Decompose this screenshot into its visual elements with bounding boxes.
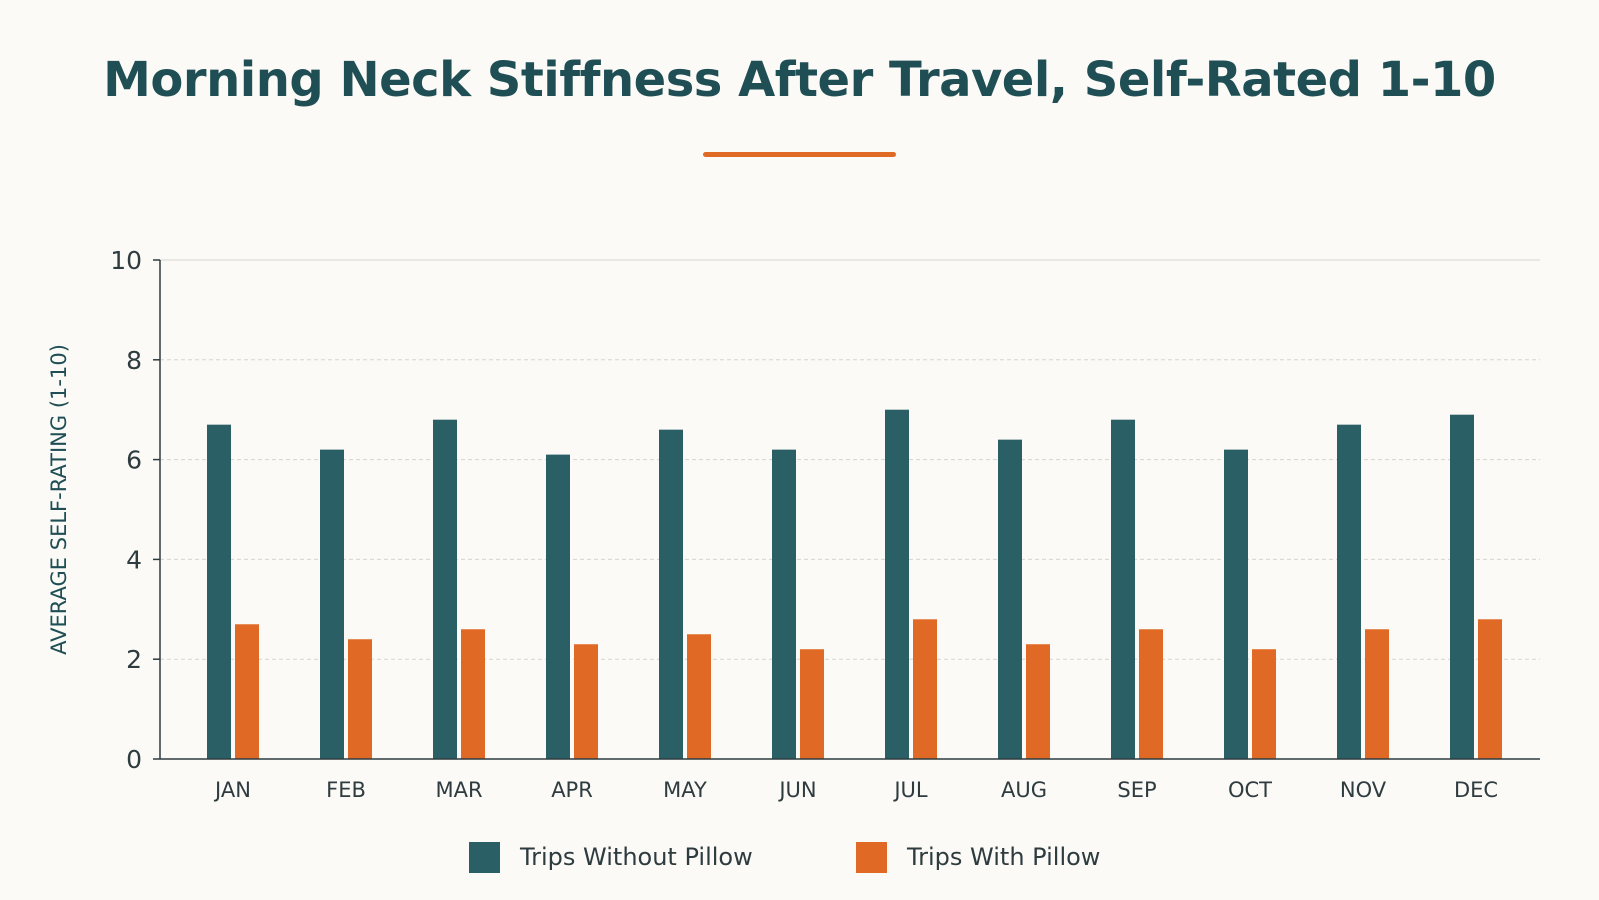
y-tick-label: 4 — [126, 545, 142, 574]
bar-with-pillow — [913, 619, 937, 759]
bar-with-pillow — [1139, 629, 1163, 759]
y-axis-title: AVERAGE SELF-RATING (1-10) — [47, 344, 71, 655]
x-tick-label: FEB — [326, 778, 366, 802]
bar-with-pillow — [574, 644, 598, 759]
bar-with-pillow — [461, 629, 485, 759]
bar-without-pillow — [433, 419, 457, 759]
x-tick-label: JUN — [777, 778, 816, 802]
legend-swatch-with-pillow — [856, 841, 887, 873]
bar-without-pillow — [546, 454, 570, 759]
bar-with-pillow — [1365, 629, 1389, 759]
bar-with-pillow — [687, 634, 711, 759]
x-tick-label: APR — [551, 778, 593, 802]
bar-without-pillow — [885, 409, 909, 759]
axes — [159, 260, 1540, 760]
y-tick-label: 2 — [126, 645, 142, 674]
legend-label-with-pillow: Trips With Pillow — [907, 843, 1101, 871]
x-tick-label: MAY — [663, 778, 707, 802]
bar-with-pillow — [348, 639, 372, 759]
bar-without-pillow — [207, 424, 231, 759]
legend-item-with-pillow: Trips With Pillow — [856, 840, 1100, 874]
y-tick-label: 10 — [110, 246, 142, 275]
bar-with-pillow — [1478, 619, 1502, 759]
bar-without-pillow — [998, 439, 1022, 759]
x-tick-label: SEP — [1117, 778, 1156, 802]
y-tick-label: 6 — [126, 446, 142, 475]
bar-without-pillow — [1450, 414, 1474, 759]
bar-without-pillow — [1111, 419, 1135, 759]
legend: Trips Without Pillow Trips With Pillow — [0, 840, 1599, 874]
bars — [207, 409, 1502, 759]
bar-with-pillow — [1252, 649, 1276, 759]
bar-without-pillow — [659, 429, 683, 759]
title-underline — [703, 152, 896, 157]
grid-lines — [160, 259, 1540, 660]
y-tick-labels: 0 2 4 6 8 10 — [110, 246, 160, 774]
legend-item-without-pillow: Trips Without Pillow — [469, 840, 753, 874]
x-tick-label: AUG — [1001, 778, 1047, 802]
bar-without-pillow — [1337, 424, 1361, 759]
bar-without-pillow — [1224, 449, 1248, 759]
legend-label-without-pillow: Trips Without Pillow — [520, 843, 753, 871]
x-tick-labels: JAN FEB MAR APR MAY JUN JUL AUG SEP OCT NOV DEC — [213, 778, 1498, 802]
y-tick-label: 0 — [126, 745, 142, 774]
x-tick-label: OCT — [1228, 778, 1272, 802]
bar-with-pillow — [1026, 644, 1050, 759]
chart-title: Morning Neck Stiffness After Travel, Sel… — [103, 52, 1496, 108]
x-tick-label: NOV — [1340, 778, 1387, 802]
legend-swatch-without-pillow — [469, 841, 500, 873]
bar-with-pillow — [235, 624, 259, 759]
x-tick-label: JUL — [892, 778, 928, 802]
x-tick-label: MAR — [435, 778, 482, 802]
bar-with-pillow — [800, 649, 824, 759]
y-tick-label: 8 — [126, 346, 142, 375]
x-tick-label: DEC — [1454, 778, 1498, 802]
bar-without-pillow — [772, 449, 796, 759]
bar-without-pillow — [320, 449, 344, 759]
x-tick-label: JAN — [213, 778, 251, 802]
